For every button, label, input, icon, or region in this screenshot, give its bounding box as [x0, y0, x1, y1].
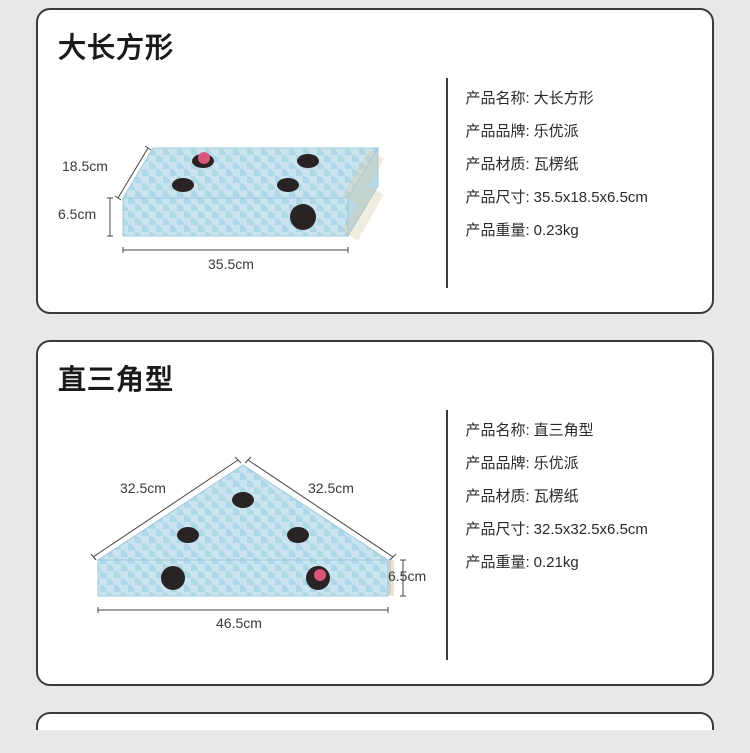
product-illustration-triangle: 32.5cm 32.5cm 6.5cm 46.5cm: [58, 410, 428, 660]
spec-label-weight: 产品重量:: [466, 554, 530, 571]
spec-row-brand: 产品品牌:乐优派: [466, 115, 693, 148]
spec-list: 产品名称:直三角型 产品品牌:乐优派 产品材质:瓦楞纸 产品尺寸:32.5x32…: [466, 410, 693, 660]
spec-label-name: 产品名称:: [466, 422, 530, 439]
spec-value-weight: 0.21kg: [534, 554, 579, 571]
spec-value-brand: 乐优派: [534, 455, 579, 472]
spec-value-material: 瓦楞纸: [534, 156, 579, 173]
dim-height: 6.5cm: [58, 206, 96, 222]
dim-depth: 18.5cm: [62, 158, 108, 174]
spec-value-name: 直三角型: [534, 422, 594, 439]
card-body: 32.5cm 32.5cm 6.5cm 46.5cm 产品名称:直三角型 产品品…: [58, 410, 692, 660]
spec-label-weight: 产品重量:: [466, 222, 530, 239]
spec-label-size: 产品尺寸:: [466, 189, 530, 206]
spec-value-size: 35.5x18.5x6.5cm: [534, 189, 648, 206]
product-illustration-rectangle: 18.5cm 6.5cm 35.5cm: [58, 78, 428, 288]
page-container: 大长方形: [0, 0, 750, 738]
vertical-divider: [446, 78, 448, 288]
card-body: 18.5cm 6.5cm 35.5cm 产品名称:大长方形 产品品牌:乐优派 产…: [58, 78, 692, 288]
spec-row-weight: 产品重量:0.21kg: [466, 546, 693, 579]
spec-value-weight: 0.23kg: [534, 222, 579, 239]
spec-value-brand: 乐优派: [534, 123, 579, 140]
dim-base: 46.5cm: [216, 615, 262, 631]
spec-row-name: 产品名称:大长方形: [466, 82, 693, 115]
spec-row-material: 产品材质:瓦楞纸: [466, 148, 693, 181]
spec-row-weight: 产品重量:0.23kg: [466, 214, 693, 247]
product-card-triangle: 直三角型: [36, 340, 714, 686]
spec-list: 产品名称:大长方形 产品品牌:乐优派 产品材质:瓦楞纸 产品尺寸:35.5x18…: [466, 78, 693, 288]
dim-width: 35.5cm: [208, 256, 254, 272]
spec-label-brand: 产品品牌:: [466, 123, 530, 140]
product-card-rectangle: 大长方形: [36, 8, 714, 314]
spec-row-brand: 产品品牌:乐优派: [466, 447, 693, 480]
spec-row-material: 产品材质:瓦楞纸: [466, 480, 693, 513]
dim-side-left: 32.5cm: [120, 480, 166, 496]
product-title: 大长方形: [58, 26, 692, 66]
spec-value-name: 大长方形: [534, 90, 594, 107]
spec-row-size: 产品尺寸:32.5x32.5x6.5cm: [466, 513, 693, 546]
dim-height: 6.5cm: [388, 568, 426, 584]
spec-row-name: 产品名称:直三角型: [466, 414, 693, 447]
vertical-divider: [446, 410, 448, 660]
next-card-peek: [36, 712, 714, 730]
product-title: 直三角型: [58, 358, 692, 398]
spec-value-size: 32.5x32.5x6.5cm: [534, 521, 648, 538]
spec-label-material: 产品材质:: [466, 156, 530, 173]
spec-label-material: 产品材质:: [466, 488, 530, 505]
spec-row-size: 产品尺寸:35.5x18.5x6.5cm: [466, 181, 693, 214]
spec-label-size: 产品尺寸:: [466, 521, 530, 538]
spec-value-material: 瓦楞纸: [534, 488, 579, 505]
dim-side-right: 32.5cm: [308, 480, 354, 496]
spec-label-name: 产品名称:: [466, 90, 530, 107]
spec-label-brand: 产品品牌:: [466, 455, 530, 472]
